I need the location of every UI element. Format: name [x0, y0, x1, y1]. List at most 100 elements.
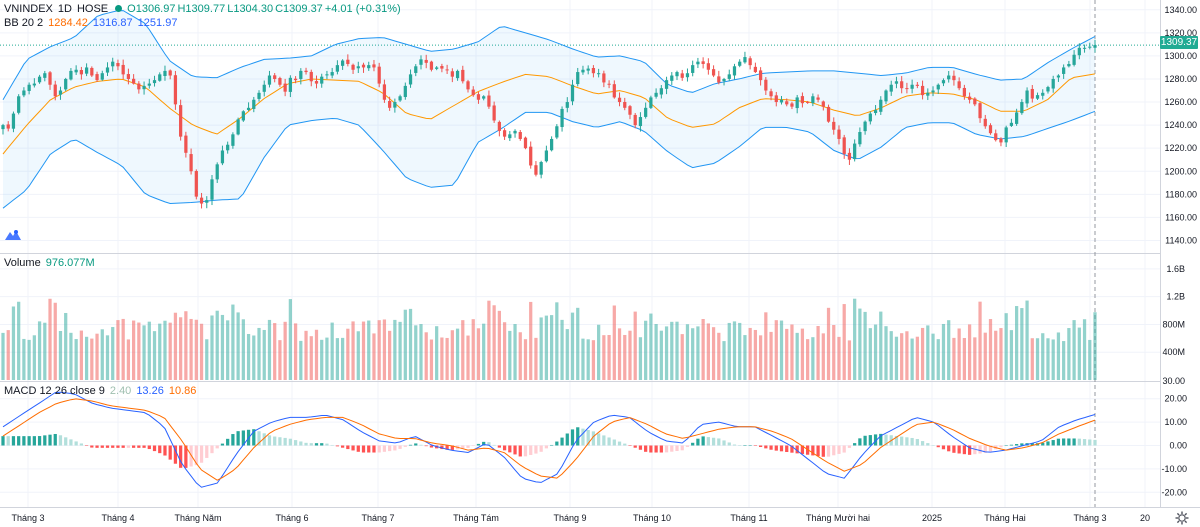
bb-basis-line [2, 73, 1096, 155]
volume-bar-45 [236, 312, 240, 380]
candle-body-180 [941, 80, 946, 84]
candle-body-199 [1041, 92, 1045, 96]
macd-hist-bar-127 [664, 445, 669, 453]
volume-bar-88 [461, 320, 465, 380]
candle-body-37 [194, 171, 198, 197]
last-price-tag: 1309.37 [1160, 36, 1198, 49]
volume-bar-13 [69, 332, 73, 380]
volume-bar-195 [1020, 308, 1024, 380]
macd-hist-bar-22 [116, 445, 120, 448]
candle-body-176 [920, 85, 925, 96]
macd-legend[interactable]: MACD 12 26 close 9 2.40 13.26 10.86 [4, 385, 201, 398]
volume-bar-28 [147, 321, 151, 380]
volume-bar-173 [905, 331, 909, 380]
macd-hist-bar-197 [1030, 443, 1034, 446]
macd-hist-bar-152 [795, 445, 799, 454]
candle-body-36 [189, 154, 193, 172]
price-axis-tick-8: 1180.00 [1165, 189, 1197, 199]
volume-bar-86 [450, 330, 454, 380]
volume-bar-131 [685, 324, 690, 380]
macd-hist-bar-182 [952, 445, 956, 453]
volume-bar-1 [6, 330, 10, 380]
candle-body-168 [879, 99, 883, 112]
macd-hist-bar-0 [1, 436, 5, 446]
volume-bar-166 [868, 328, 872, 380]
candle-body-64 [335, 65, 340, 72]
volume-bar-205 [1072, 320, 1076, 380]
candle-body-61 [320, 76, 324, 84]
macd-hist-bar-160 [837, 445, 841, 454]
candle-body-78 [408, 74, 413, 85]
volume-bar-34 [179, 317, 183, 380]
interval-label[interactable]: 1D [57, 3, 72, 15]
macd-hist-bar-53 [278, 437, 282, 446]
macd-hist-bar-31 [163, 445, 167, 456]
macd-hist-bar-101 [529, 445, 533, 455]
volume-bar-111 [581, 338, 585, 380]
candle-body-200 [1046, 87, 1050, 92]
macd-hist-bar-3 [17, 436, 21, 446]
candle-body-155 [811, 96, 815, 104]
volume-bar-178 [931, 333, 935, 380]
volume-bar-60 [314, 329, 319, 380]
candle-body-7 [37, 76, 42, 83]
candle-body-2 [11, 113, 16, 129]
tradingview-logo-icon[interactable] [4, 228, 22, 242]
open-value: O1306.97 [127, 3, 176, 15]
volume-bar-17 [90, 338, 94, 380]
macd-hist-bar-68 [356, 445, 360, 452]
candle-body-46 [241, 111, 245, 121]
volume-axis-tick-2: 800M [1162, 319, 1185, 329]
macd-hist-bar-183 [957, 445, 961, 454]
candle-body-94 [492, 105, 496, 121]
candle-body-27 [142, 85, 146, 90]
volume-bar-16 [84, 336, 89, 380]
macd-hist-bar-38 [199, 445, 204, 463]
volume-bar-147 [769, 331, 773, 380]
candle-body-89 [466, 81, 470, 90]
macd-hist-bar-11 [58, 435, 63, 446]
macd-hist-bar-78 [408, 444, 413, 446]
candle-body-171 [894, 81, 899, 84]
volume-bar-153 [800, 328, 805, 380]
candle-body-149 [779, 99, 784, 103]
exchange-label: HOSE [76, 3, 109, 15]
candle-body-120 [628, 106, 632, 115]
candle-body-103 [539, 162, 543, 175]
bb-legend[interactable]: BB 20 2 1284.42 1316.87 1251.97 [4, 17, 182, 30]
volume-bar-48 [252, 335, 256, 380]
symbol-label[interactable]: VNINDEX [4, 3, 53, 15]
candle-body-197 [1030, 88, 1034, 99]
time-axis-tick-1: Tháng 4 [101, 513, 134, 523]
candle-body-193 [1009, 122, 1014, 126]
candle-body-154 [806, 101, 810, 103]
time-axis-tick-3: Tháng 6 [275, 513, 308, 523]
volume-bar-51 [267, 319, 272, 380]
volume-bar-150 [785, 328, 789, 380]
volume-bar-56 [293, 323, 298, 380]
macd-hist-bar-96 [502, 445, 507, 451]
candle-body-194 [1015, 112, 1019, 124]
close-value: C1309.37 [275, 3, 323, 15]
macd-hist-bar-122 [638, 445, 643, 450]
volume-bar-72 [377, 320, 381, 380]
macd-hist-bar-162 [847, 445, 852, 448]
volume-bar-109 [570, 312, 575, 380]
volume-bar-146 [764, 312, 768, 380]
settings-gear-icon[interactable] [1175, 511, 1189, 525]
macd-hist-bar-98 [513, 445, 517, 455]
candle-body-10 [53, 84, 57, 97]
macd-hist-bar-151 [790, 445, 794, 453]
volume-bar-141 [738, 322, 742, 380]
volume-bar-143 [748, 327, 752, 380]
candle-body-161 [842, 137, 846, 154]
candle-body-177 [926, 92, 930, 96]
volume-legend[interactable]: Volume 976.077M [4, 257, 100, 270]
price-legend: VNINDEX 1D HOSE O1306.97 H1309.77 L1304.30 C13… [4, 3, 406, 16]
price-axis-tick-10: 1140.00 [1165, 235, 1197, 245]
macd-hist-bar-156 [816, 445, 820, 457]
candle-body-21 [111, 61, 115, 67]
volume-bar-68 [356, 331, 360, 380]
candle-body-142 [743, 57, 747, 63]
